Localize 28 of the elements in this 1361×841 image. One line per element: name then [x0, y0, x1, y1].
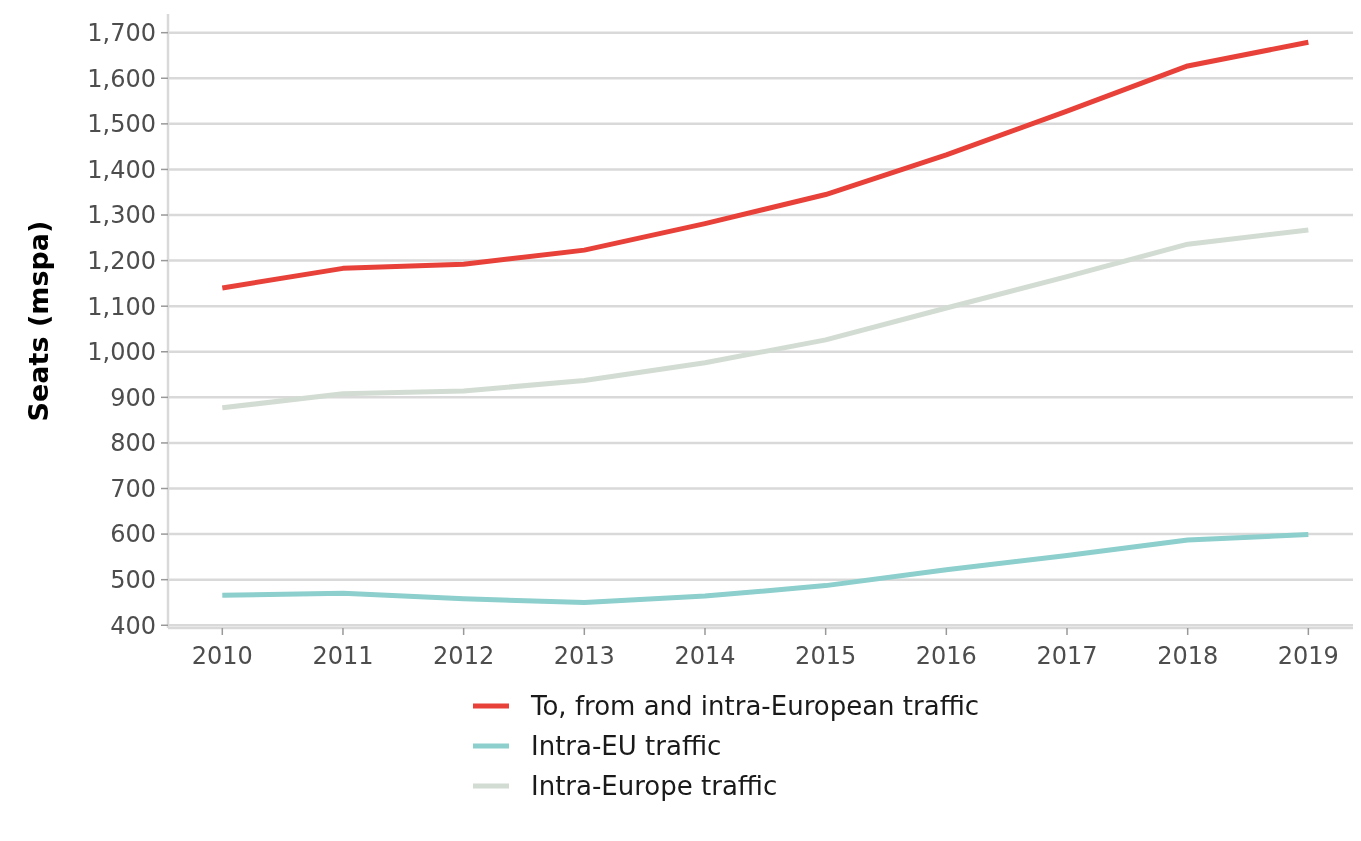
- y-tick-label: 1,400: [87, 155, 156, 184]
- y-tick-label: 1,700: [87, 19, 156, 48]
- legend-label: To, from and intra-European traffic: [530, 691, 980, 722]
- y-tick-label: 1,300: [87, 201, 156, 230]
- y-tick-label: 600: [110, 520, 156, 549]
- x-tick-label: 2013: [553, 642, 615, 670]
- y-tick-label: 1,500: [87, 110, 156, 139]
- x-tick-label: 2010: [191, 642, 253, 670]
- x-tick-label: 2017: [1036, 642, 1098, 670]
- y-tick-label: 700: [110, 474, 156, 503]
- x-tick-label: 2012: [433, 642, 495, 670]
- x-tick-label: 2019: [1277, 642, 1339, 670]
- y-tick-label: 1,000: [87, 338, 156, 367]
- x-tick-label: 2011: [312, 642, 374, 670]
- y-tick-label: 900: [110, 383, 156, 412]
- x-tick-label: 2014: [674, 642, 736, 670]
- y-tick-label: 1,100: [87, 292, 156, 321]
- y-axis-title: Seats (mspa): [23, 220, 54, 422]
- legend-label: Intra-Europe traffic: [531, 771, 778, 802]
- y-tick-label: 800: [110, 429, 156, 458]
- x-tick-label: 2016: [915, 642, 977, 670]
- x-tick-label: 2015: [795, 642, 857, 670]
- y-tick-label: 1,600: [87, 64, 156, 93]
- y-tick-label: 400: [110, 611, 156, 640]
- y-tick-label: 500: [110, 566, 156, 595]
- x-tick-label: 2018: [1157, 642, 1219, 670]
- legend-label: Intra-EU traffic: [531, 731, 722, 762]
- y-tick-label: 1,200: [87, 247, 156, 275]
